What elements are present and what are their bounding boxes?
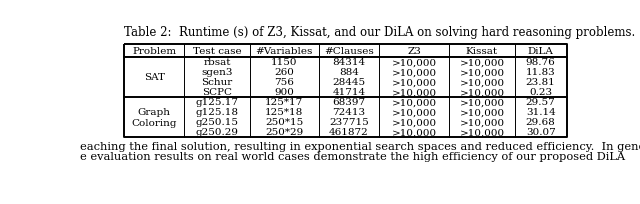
Text: 84314: 84314 bbox=[332, 58, 365, 67]
Text: 28445: 28445 bbox=[332, 78, 365, 87]
Text: >10,000: >10,000 bbox=[460, 68, 504, 77]
Text: 125*18: 125*18 bbox=[265, 108, 303, 117]
Text: 11.83: 11.83 bbox=[526, 68, 556, 77]
Text: >10,000: >10,000 bbox=[460, 118, 504, 127]
Text: >10,000: >10,000 bbox=[392, 128, 436, 137]
Text: 30.07: 30.07 bbox=[526, 128, 556, 137]
Text: 250*15: 250*15 bbox=[265, 118, 303, 127]
Text: g250.15: g250.15 bbox=[196, 118, 239, 127]
Text: 23.81: 23.81 bbox=[526, 78, 556, 87]
Text: 72413: 72413 bbox=[332, 108, 365, 117]
Text: 1150: 1150 bbox=[271, 58, 298, 67]
Text: sgen3: sgen3 bbox=[202, 68, 233, 77]
Text: g250.29: g250.29 bbox=[196, 128, 239, 137]
Text: 0.23: 0.23 bbox=[529, 88, 552, 97]
Text: >10,000: >10,000 bbox=[392, 88, 436, 97]
Text: e evaluation results on real world cases demonstrate the high efficiency of our : e evaluation results on real world cases… bbox=[80, 151, 625, 161]
Text: Test case: Test case bbox=[193, 47, 241, 56]
Text: >10,000: >10,000 bbox=[460, 98, 504, 107]
Text: 884: 884 bbox=[339, 68, 358, 77]
Text: Table 2:  Runtime (s) of Z3, Kissat, and our DiLA on solving hard reasoning prob: Table 2: Runtime (s) of Z3, Kissat, and … bbox=[124, 26, 636, 39]
Text: g125.17: g125.17 bbox=[196, 98, 239, 107]
Text: >10,000: >10,000 bbox=[392, 58, 436, 67]
Text: Schur: Schur bbox=[202, 78, 233, 87]
Text: 900: 900 bbox=[275, 88, 294, 97]
Text: >10,000: >10,000 bbox=[392, 68, 436, 77]
Text: 68397: 68397 bbox=[332, 98, 365, 107]
Text: Graph
Coloring: Graph Coloring bbox=[132, 107, 177, 127]
Text: >10,000: >10,000 bbox=[460, 108, 504, 117]
Text: 237715: 237715 bbox=[329, 118, 369, 127]
Text: >10,000: >10,000 bbox=[460, 58, 504, 67]
Text: rbsat: rbsat bbox=[204, 58, 231, 67]
Text: SCPC: SCPC bbox=[202, 88, 232, 97]
Text: >10,000: >10,000 bbox=[392, 118, 436, 127]
Text: >10,000: >10,000 bbox=[460, 88, 504, 97]
Text: 31.14: 31.14 bbox=[526, 108, 556, 117]
Text: eaching the final solution, resulting in exponential search spaces and reduced e: eaching the final solution, resulting in… bbox=[80, 141, 640, 151]
Text: 260: 260 bbox=[275, 68, 294, 77]
Text: #Clauses: #Clauses bbox=[324, 47, 374, 56]
Text: SAT: SAT bbox=[144, 73, 164, 82]
Text: 29.68: 29.68 bbox=[526, 118, 556, 127]
Text: Z3: Z3 bbox=[407, 47, 421, 56]
Text: >10,000: >10,000 bbox=[392, 98, 436, 107]
Text: 250*29: 250*29 bbox=[265, 128, 303, 137]
Text: >10,000: >10,000 bbox=[392, 78, 436, 87]
Text: 41714: 41714 bbox=[332, 88, 365, 97]
Text: #Variables: #Variables bbox=[255, 47, 313, 56]
Text: 98.76: 98.76 bbox=[526, 58, 556, 67]
Text: 461872: 461872 bbox=[329, 128, 369, 137]
Text: 756: 756 bbox=[275, 78, 294, 87]
Text: Problem: Problem bbox=[132, 47, 177, 56]
Text: Kissat: Kissat bbox=[466, 47, 498, 56]
Text: g125.18: g125.18 bbox=[196, 108, 239, 117]
Text: >10,000: >10,000 bbox=[460, 78, 504, 87]
Text: >10,000: >10,000 bbox=[460, 128, 504, 137]
Text: >10,000: >10,000 bbox=[392, 108, 436, 117]
Text: 29.57: 29.57 bbox=[526, 98, 556, 107]
Text: 125*17: 125*17 bbox=[265, 98, 303, 107]
Text: DiLA: DiLA bbox=[528, 47, 554, 56]
